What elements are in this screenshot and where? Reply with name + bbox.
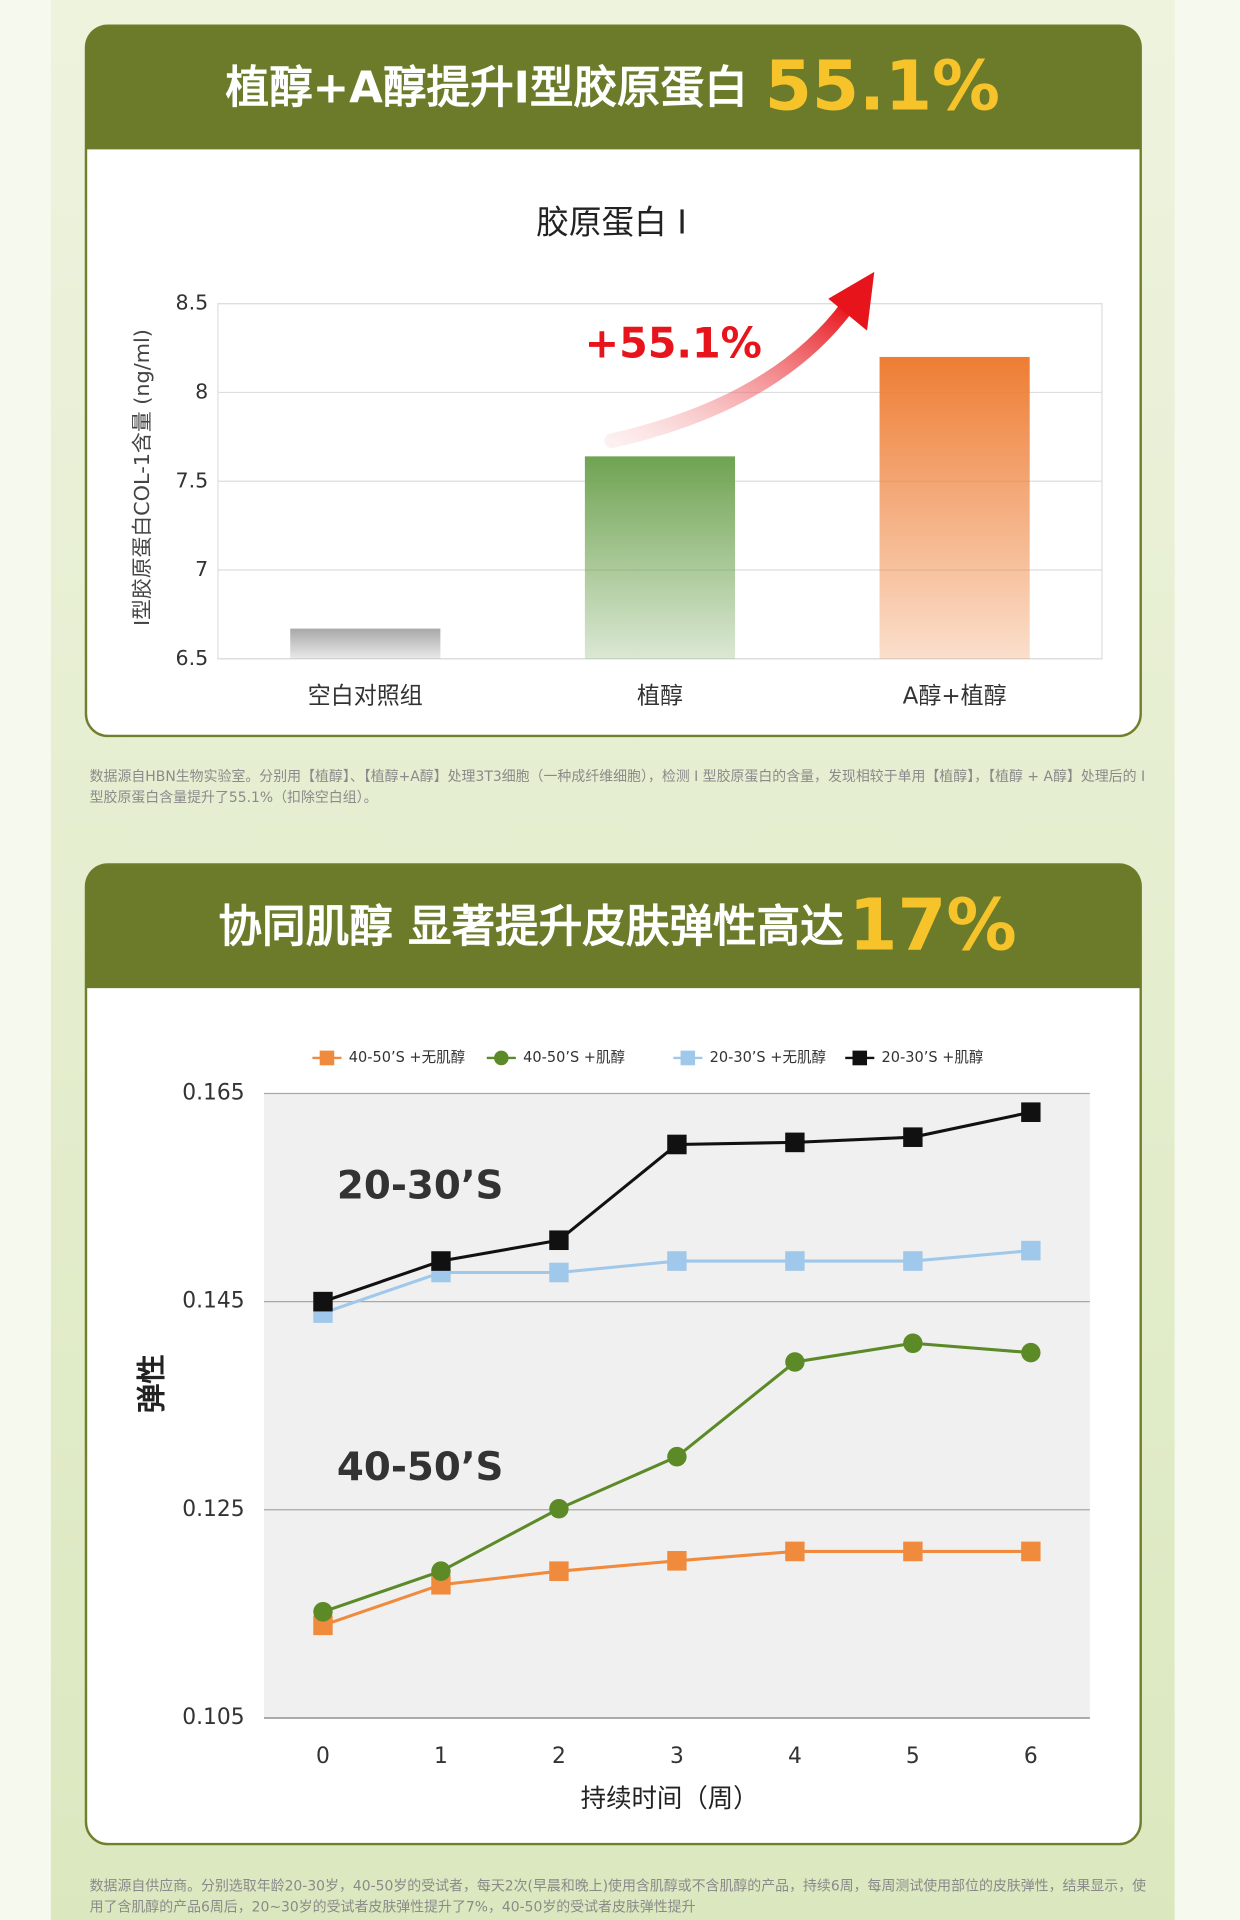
chart-title: 胶原蛋白 I bbox=[536, 202, 687, 241]
point bbox=[903, 1251, 923, 1271]
bar bbox=[290, 628, 441, 659]
point bbox=[785, 1251, 805, 1271]
point bbox=[549, 1498, 569, 1519]
point bbox=[313, 1291, 333, 1312]
headline: 植醇+A醇提升I型胶原蛋白 55.1% bbox=[225, 47, 999, 126]
plot-area bbox=[263, 1093, 1090, 1718]
x-tick-label: 4 bbox=[788, 1744, 802, 1769]
point bbox=[549, 1561, 569, 1581]
legend-item: 40-50’S +肌醇 bbox=[486, 1049, 625, 1066]
legend-marker bbox=[852, 1050, 868, 1066]
x-tick-label: 植醇 bbox=[637, 683, 683, 709]
point bbox=[1021, 1240, 1041, 1261]
legend-marker bbox=[319, 1050, 335, 1066]
x-tick-label: A醇+植醇 bbox=[903, 683, 1007, 709]
point bbox=[667, 1551, 687, 1571]
bar bbox=[879, 356, 1030, 659]
bar bbox=[584, 456, 736, 659]
legend-item: 20-30’S +无肌醇 bbox=[673, 1049, 826, 1066]
point bbox=[313, 1615, 333, 1636]
headline-highlight: 55.1% bbox=[765, 47, 1000, 126]
legend-label: 40-50’S +肌醇 bbox=[523, 1049, 625, 1066]
point bbox=[667, 1446, 687, 1467]
arrow-head bbox=[828, 271, 875, 331]
point bbox=[1021, 1102, 1041, 1122]
legend-label: 40-50’S +无肌醇 bbox=[349, 1049, 465, 1066]
point bbox=[667, 1251, 687, 1271]
y-tick-label: 8.5 bbox=[176, 291, 209, 315]
y-tick-label: 0.165 bbox=[182, 1080, 244, 1105]
headline: 协同肌醇 显著提升皮肤弹性高达17% bbox=[218, 883, 1016, 966]
headline-text: 协同肌醇 显著提升皮肤弹性高达 bbox=[218, 901, 844, 952]
point bbox=[431, 1574, 451, 1595]
y-tick-label: 8 bbox=[195, 379, 208, 403]
x-tick-label: 5 bbox=[906, 1744, 920, 1769]
annotation: 40-50’S bbox=[337, 1445, 504, 1490]
y-tick-label: 6.5 bbox=[176, 646, 209, 670]
point bbox=[903, 1127, 923, 1147]
point bbox=[549, 1230, 569, 1251]
y-tick-label: 0.145 bbox=[182, 1289, 244, 1314]
x-tick-label: 3 bbox=[670, 1744, 684, 1769]
arrow bbox=[604, 298, 855, 449]
point bbox=[431, 1251, 451, 1271]
legend-marker bbox=[680, 1050, 696, 1066]
x-tick-label: 6 bbox=[1024, 1744, 1038, 1769]
bar-chart: 6.5 7 7.5 8 8.5 空白对照组 植醇 A醇+植醇 bbox=[176, 291, 1103, 709]
point bbox=[1021, 1541, 1041, 1562]
legend-item: 20-30’S +肌醇 bbox=[845, 1049, 983, 1066]
y-tick-label: 0.105 bbox=[182, 1705, 244, 1730]
card-header bbox=[85, 864, 1141, 989]
point bbox=[903, 1541, 923, 1562]
y-tick-label: 0.125 bbox=[182, 1497, 244, 1522]
point bbox=[785, 1132, 805, 1153]
x-tick-label: 0 bbox=[316, 1744, 330, 1769]
annotation: +55.1% bbox=[585, 319, 762, 367]
note-box: 数据源自HBN生物实验室。分别用【植醇】、【植醇+A醇】处理3T3细胞（一种成纤… bbox=[89, 767, 1146, 806]
point bbox=[431, 1561, 451, 1581]
note-box: 数据源自供应商。分别选取年龄20-30岁，40-50岁的受试者，每天2次(早晨和… bbox=[89, 1877, 1147, 1915]
x-tick-label: 1 bbox=[434, 1744, 448, 1769]
x-axis-label: 持续时间（周） bbox=[581, 1784, 759, 1814]
note: 数据源自HBN生物实验室。分别用【植醇】、【植醇+A醇】处理3T3细胞（一种成纤… bbox=[89, 767, 1146, 806]
y-axis-label: 弹性 bbox=[135, 1354, 169, 1413]
point bbox=[667, 1134, 687, 1155]
point bbox=[785, 1541, 805, 1562]
annotation: 20-30’S bbox=[337, 1163, 504, 1208]
legend-item: 40-50’S +无肌醇 bbox=[312, 1049, 465, 1066]
y-tick-label: 7 bbox=[195, 557, 208, 581]
headline-highlight: 17% bbox=[849, 883, 1017, 966]
x-tick-label: 空白对照组 bbox=[308, 683, 423, 709]
headline-text: 植醇+A醇提升I型胶原蛋白 bbox=[225, 62, 747, 113]
y-tick-label: 7.5 bbox=[176, 468, 209, 492]
x-tick-label: 2 bbox=[552, 1744, 566, 1769]
y-axis-label: I型胶原蛋白COL-1含量 (ng/ml) bbox=[130, 329, 154, 626]
point bbox=[549, 1262, 569, 1283]
note: 数据源自供应商。分别选取年龄20-30岁，40-50岁的受试者，每天2次(早晨和… bbox=[89, 1877, 1147, 1915]
point bbox=[313, 1602, 333, 1622]
point bbox=[903, 1333, 923, 1354]
legend-label: 20-30’S +无肌醇 bbox=[710, 1049, 826, 1066]
card-header bbox=[85, 25, 1141, 150]
legend-marker bbox=[494, 1050, 509, 1066]
line-chart: 0.105 0.125 0.145 0.165 0 1 2 3 4 5 6 40-50’S +无肌醇 4… bbox=[182, 1049, 1090, 1769]
legend-label: 20-30’S +肌醇 bbox=[882, 1049, 984, 1066]
point bbox=[785, 1352, 805, 1372]
point bbox=[1021, 1342, 1041, 1363]
